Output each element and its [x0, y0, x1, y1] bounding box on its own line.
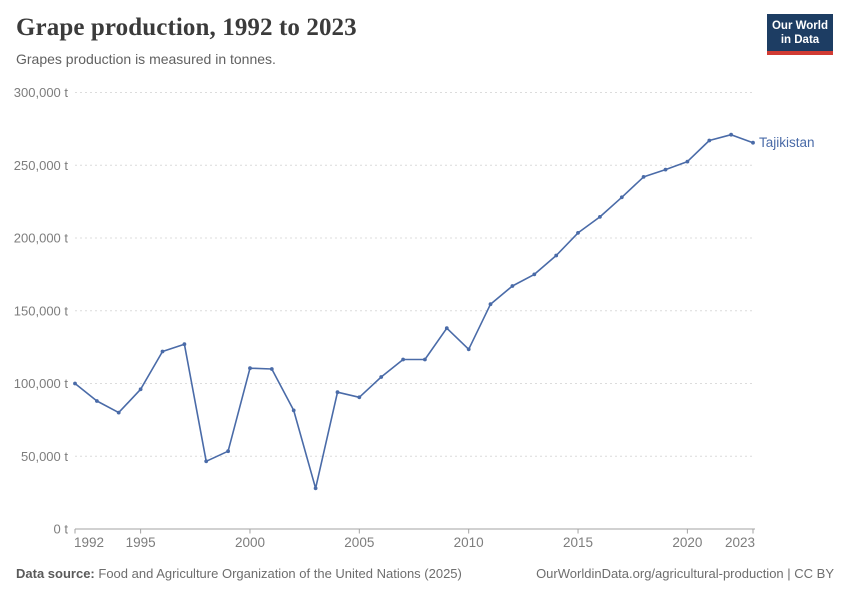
x-axis-label: 2015	[563, 535, 593, 550]
data-point[interactable]	[751, 140, 755, 145]
x-axis-label: 2023	[725, 535, 755, 550]
data-point[interactable]	[357, 395, 362, 400]
y-axis-label: 50,000 t	[21, 449, 68, 464]
data-point[interactable]	[73, 381, 77, 386]
data-point[interactable]	[619, 195, 624, 200]
data-point[interactable]	[160, 349, 165, 354]
data-point[interactable]	[444, 326, 449, 331]
owid-logo[interactable]: Our World in Data	[767, 14, 833, 55]
y-axis-label: 100,000 t	[14, 376, 69, 391]
x-axis-label: 2005	[344, 535, 374, 550]
data-point[interactable]	[423, 357, 427, 362]
y-axis-label: 150,000 t	[14, 303, 69, 318]
data-point[interactable]	[226, 449, 231, 454]
x-axis-label: 2000	[235, 535, 265, 550]
data-point[interactable]	[313, 486, 318, 491]
data-point[interactable]	[379, 375, 384, 379]
owid-logo-line2: in Data	[780, 34, 820, 46]
x-axis-label: 2020	[672, 535, 702, 550]
chart-footer: Data source: Food and Agriculture Organi…	[16, 566, 834, 581]
y-axis-label: 250,000 t	[14, 158, 69, 173]
data-point[interactable]	[707, 138, 712, 143]
data-point[interactable]	[554, 253, 559, 258]
data-point[interactable]	[204, 459, 209, 464]
chart-title: Grape production, 1992 to 2023	[16, 14, 357, 41]
y-axis-label: 200,000 t	[14, 231, 69, 246]
footer-origin-link[interactable]: OurWorldinData.org/agricultural-producti…	[536, 566, 834, 581]
data-point[interactable]	[335, 390, 340, 395]
data-point[interactable]	[248, 366, 252, 371]
data-point[interactable]	[95, 399, 99, 403]
data-point[interactable]	[401, 357, 405, 362]
series-label-tajikistan[interactable]: Tajikistan	[759, 135, 815, 150]
data-point[interactable]	[729, 132, 733, 137]
x-axis-label: 1995	[126, 535, 156, 550]
data-point[interactable]	[116, 410, 121, 415]
data-source-line: Data source: Food and Agriculture Organi…	[16, 566, 462, 581]
x-axis-label: 2010	[454, 535, 484, 550]
chart-header: Grape production, 1992 to 2023 Grapes pr…	[16, 14, 834, 67]
data-source-value[interactable]: Food and Agriculture Organization of the…	[98, 566, 462, 581]
data-point[interactable]	[291, 408, 296, 413]
data-point[interactable]	[663, 167, 668, 172]
data-point[interactable]	[576, 231, 580, 235]
data-point[interactable]	[182, 342, 187, 347]
data-point[interactable]	[488, 302, 493, 307]
data-point[interactable]	[466, 347, 471, 352]
y-axis-label: 0 t	[54, 522, 69, 537]
chart-subtitle: Grapes production is measured in tonnes.	[16, 51, 276, 67]
x-axis-label: 1992	[74, 535, 104, 550]
data-point[interactable]	[641, 175, 646, 179]
series-line-tajikistan[interactable]	[74, 133, 754, 490]
data-point[interactable]	[685, 159, 690, 164]
data-source-label: Data source:	[16, 566, 95, 581]
data-point[interactable]	[269, 367, 274, 371]
owid-logo-line1: Our World	[771, 20, 828, 32]
data-point[interactable]	[510, 284, 515, 288]
y-axis-label: 300,000 t	[14, 85, 69, 100]
data-point[interactable]	[598, 215, 602, 219]
data-point[interactable]	[138, 387, 143, 392]
data-point[interactable]	[532, 272, 537, 277]
